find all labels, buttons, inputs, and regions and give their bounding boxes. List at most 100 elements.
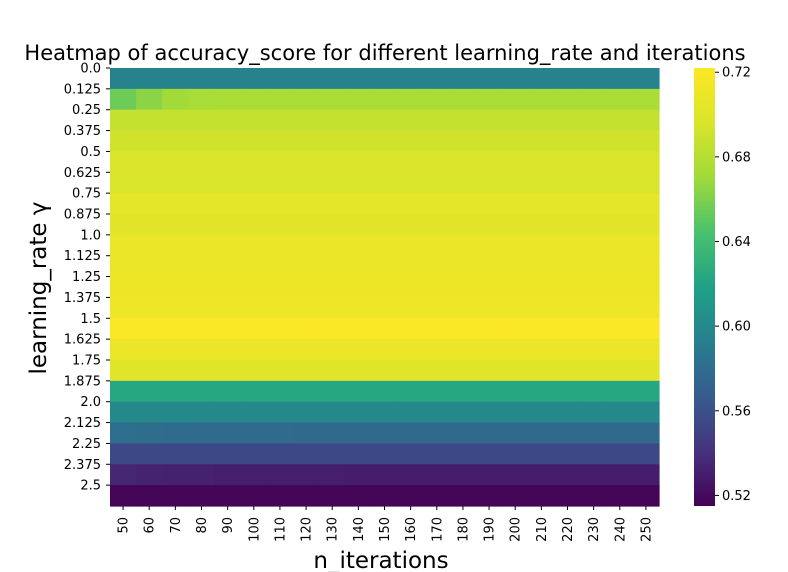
y-tick-label: 0.625 bbox=[64, 166, 101, 181]
heatmap-cell bbox=[345, 255, 373, 278]
heatmap-cell bbox=[240, 485, 268, 507]
heatmap-cell bbox=[266, 276, 294, 299]
heatmap-cell bbox=[319, 234, 346, 257]
heatmap-cell bbox=[162, 422, 190, 445]
heatmap-cell bbox=[502, 339, 529, 361]
x-tick-label: 80 bbox=[195, 517, 210, 534]
heatmap-cell bbox=[162, 401, 190, 424]
heatmap-cell bbox=[293, 464, 320, 486]
heatmap-cell bbox=[397, 151, 425, 173]
heatmap-cell bbox=[397, 464, 425, 486]
heatmap-cell bbox=[240, 401, 268, 424]
x-tick-label: 60 bbox=[143, 517, 158, 534]
heatmap-cell bbox=[214, 297, 242, 319]
heatmap-cell bbox=[528, 255, 556, 278]
heatmap-cell bbox=[240, 130, 268, 153]
heatmap-cell bbox=[502, 464, 529, 486]
heatmap-cell bbox=[502, 214, 529, 236]
y-tick-label: 0.75 bbox=[72, 187, 101, 202]
heatmap-cell bbox=[136, 88, 163, 111]
heatmap-cell bbox=[371, 68, 399, 90]
heatmap-cell bbox=[162, 276, 190, 299]
heatmap-cell bbox=[240, 297, 268, 319]
heatmap-cell bbox=[632, 151, 660, 173]
heatmap-cell bbox=[580, 234, 608, 257]
heatmap-cell bbox=[606, 234, 634, 257]
heatmap-cell bbox=[162, 464, 190, 486]
heatmap-cell bbox=[214, 401, 242, 424]
heatmap-cell bbox=[476, 422, 503, 445]
heatmap-cell bbox=[423, 339, 451, 361]
heatmap-cell bbox=[554, 422, 582, 445]
heatmap-cell bbox=[606, 485, 634, 507]
heatmap-cell bbox=[423, 214, 451, 236]
heatmap-cell bbox=[423, 88, 451, 111]
heatmap-cell bbox=[502, 401, 529, 424]
heatmap-cell bbox=[162, 234, 190, 257]
heatmap-cell bbox=[528, 172, 556, 194]
x-tick-label: 100 bbox=[247, 517, 262, 542]
heatmap-cell bbox=[188, 464, 216, 486]
heatmap-cell bbox=[188, 297, 216, 319]
heatmap-cell bbox=[293, 297, 320, 319]
heatmap-cell bbox=[449, 297, 477, 319]
heatmap-cell bbox=[136, 318, 163, 340]
heatmap-cell bbox=[345, 297, 373, 319]
heatmap-cell bbox=[554, 193, 582, 215]
x-tick-label: 200 bbox=[509, 517, 524, 542]
heatmap-cell bbox=[476, 234, 503, 257]
heatmap-cell bbox=[476, 401, 503, 424]
heatmap-cell bbox=[502, 255, 529, 278]
heatmap-cell bbox=[162, 485, 190, 507]
heatmap-cell bbox=[319, 255, 346, 278]
heatmap-cell bbox=[188, 214, 216, 236]
heatmap-cell bbox=[240, 464, 268, 486]
heatmap-cell bbox=[371, 88, 399, 111]
heatmap-cell bbox=[110, 485, 137, 507]
heatmap-cell bbox=[319, 151, 346, 173]
heatmap-cell bbox=[397, 276, 425, 299]
heatmap-cell bbox=[110, 214, 137, 236]
heatmap-cell bbox=[214, 68, 242, 90]
heatmap-cell bbox=[580, 464, 608, 486]
heatmap-cell bbox=[345, 485, 373, 507]
heatmap-cell bbox=[136, 276, 163, 299]
heatmap-cell bbox=[240, 380, 268, 403]
heatmap-cell bbox=[632, 297, 660, 319]
heatmap-cell bbox=[214, 276, 242, 299]
heatmap-cell bbox=[188, 130, 216, 153]
colorbar-tick-label: 0.56 bbox=[722, 404, 751, 419]
heatmap-cell bbox=[606, 401, 634, 424]
heatmap-cell bbox=[632, 485, 660, 507]
heatmap-cell bbox=[293, 339, 320, 361]
heatmap-cell bbox=[449, 214, 477, 236]
chart-title: Heatmap of accuracy_score for different … bbox=[24, 41, 745, 66]
heatmap-cell bbox=[110, 464, 137, 486]
heatmap-cell bbox=[449, 401, 477, 424]
heatmap-cell bbox=[554, 339, 582, 361]
x-axis-label: n_iterations bbox=[313, 548, 448, 572]
heatmap-cell bbox=[449, 109, 477, 132]
heatmap-cell bbox=[214, 443, 242, 465]
y-tick-label: 1.375 bbox=[64, 291, 101, 306]
heatmap-cell bbox=[162, 214, 190, 236]
y-tick-label: 1.125 bbox=[64, 249, 101, 264]
heatmap-cell bbox=[162, 318, 190, 340]
heatmap-cell bbox=[449, 68, 477, 90]
heatmap-cell bbox=[580, 401, 608, 424]
heatmap-cell bbox=[345, 88, 373, 111]
heatmap-cell bbox=[554, 464, 582, 486]
y-tick-label: 1.625 bbox=[64, 333, 101, 348]
x-tick-label: 150 bbox=[378, 517, 393, 542]
heatmap-cell bbox=[371, 151, 399, 173]
heatmap-cell bbox=[293, 255, 320, 278]
heatmap-cell bbox=[502, 276, 529, 299]
heatmap-cell bbox=[502, 109, 529, 132]
heatmap-cell bbox=[580, 443, 608, 465]
heatmap-cell bbox=[554, 360, 582, 382]
heatmap-cell bbox=[136, 380, 163, 403]
heatmap-cell bbox=[528, 193, 556, 215]
heatmap-cell bbox=[502, 297, 529, 319]
heatmap-cell bbox=[423, 485, 451, 507]
